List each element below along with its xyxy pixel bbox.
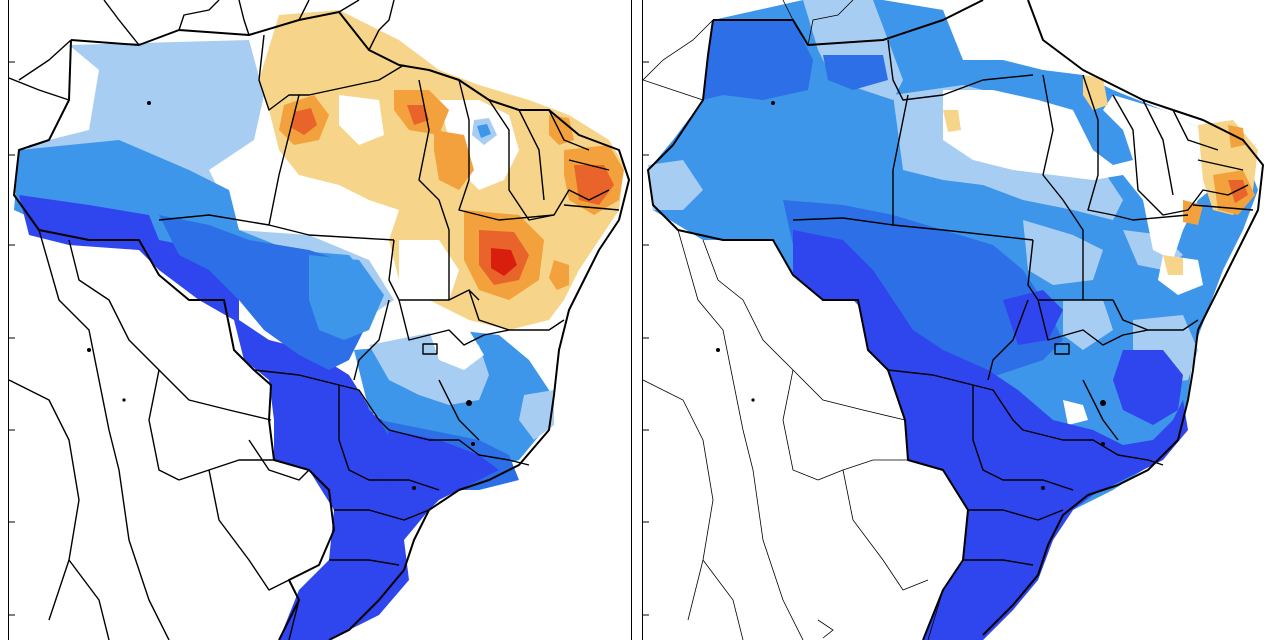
left-borders	[9, 0, 630, 640]
left-anomaly-shading	[14, 10, 624, 640]
right-frame-ticks	[643, 61, 649, 616]
right-neighbor-borders	[643, 0, 944, 640]
left-frame-ticks	[9, 61, 15, 616]
right-lake-markers	[716, 101, 1106, 490]
left-map-panel	[8, 0, 632, 640]
left-lake-markers	[87, 101, 475, 490]
right-borders	[647, 0, 1264, 640]
left-map	[9, 0, 630, 640]
right-map	[643, 0, 1264, 640]
right-anomaly-shading	[648, 0, 1258, 640]
right-map-panel	[642, 0, 1280, 640]
